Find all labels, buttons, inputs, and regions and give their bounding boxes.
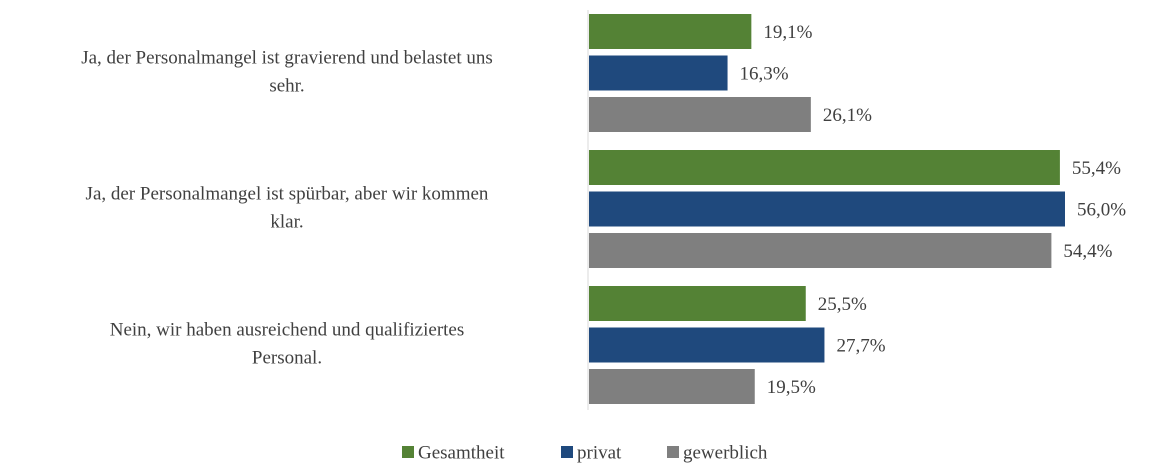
- value-label: 27,7%: [836, 335, 885, 356]
- legend-swatch: [402, 446, 414, 458]
- bar: [589, 233, 1052, 268]
- category-label: sehr.: [269, 75, 304, 96]
- legend-label: gewerblich: [683, 442, 768, 463]
- value-label: 26,1%: [823, 105, 872, 126]
- bar: [589, 97, 811, 132]
- legend-label: privat: [577, 442, 622, 463]
- legend-label: Gesamtheit: [418, 442, 505, 463]
- value-label: 16,3%: [740, 63, 789, 84]
- bar: [589, 286, 806, 321]
- bar: [589, 150, 1060, 185]
- value-label: 56,0%: [1077, 199, 1126, 220]
- value-label: 19,1%: [763, 22, 812, 43]
- bar: [589, 14, 752, 49]
- bar: [589, 191, 1065, 227]
- category-label: Ja, der Personalmangel ist gravierend un…: [81, 47, 493, 68]
- bar: [589, 369, 755, 404]
- bar: [589, 55, 728, 91]
- category-label: Ja, der Personalmangel ist spürbar, aber…: [86, 183, 489, 204]
- category-label: klar.: [270, 211, 303, 232]
- value-label: 54,4%: [1063, 241, 1112, 262]
- value-label: 19,5%: [767, 377, 816, 398]
- category-label: Nein, wir haben ausreichend und qualifiz…: [110, 319, 465, 340]
- value-label: 25,5%: [818, 294, 867, 315]
- bar: [589, 327, 825, 363]
- legend-swatch: [667, 446, 679, 458]
- legend-swatch: [561, 446, 573, 458]
- value-label: 55,4%: [1072, 158, 1121, 179]
- category-label: Personal.: [252, 347, 322, 368]
